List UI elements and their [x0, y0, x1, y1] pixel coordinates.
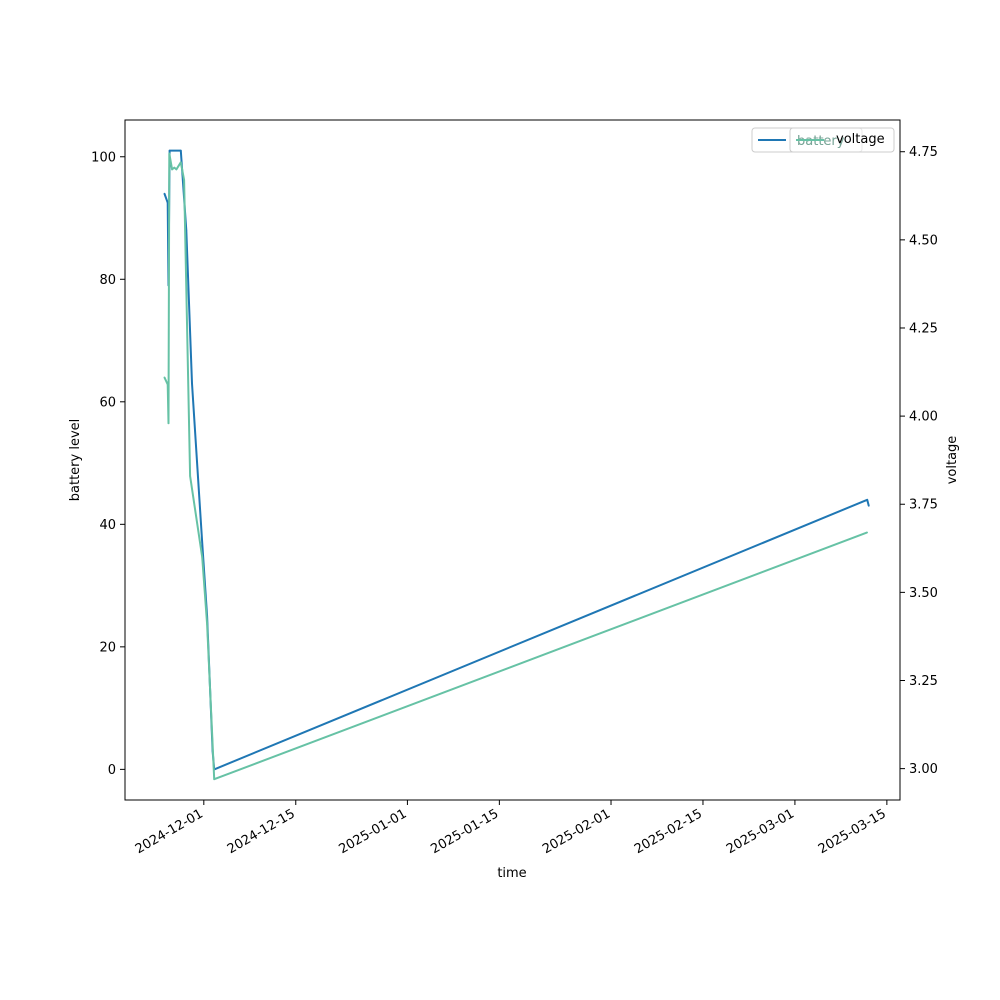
data-point-voltage-9	[189, 475, 191, 477]
data-point-voltage-11	[206, 623, 208, 625]
data-point-voltage-12	[213, 778, 215, 780]
y-right-tick-label: 3.00	[909, 762, 938, 777]
data-point-battery-3	[168, 149, 171, 152]
y-right-tick-label: 4.75	[909, 145, 938, 160]
data-point-battery-0	[163, 192, 166, 195]
plot-frame	[124, 119, 901, 801]
data-point-voltage-2	[167, 422, 170, 425]
plot-area	[125, 120, 900, 800]
data-point-voltage-7	[180, 161, 182, 164]
y-right-tick-label: 4.50	[909, 233, 938, 248]
y-right-tick-label: 3.50	[909, 586, 938, 601]
y-left-tick-label: 80	[99, 273, 116, 288]
legend-right: battery voltage	[789, 127, 895, 153]
data-point-battery-1	[166, 201, 169, 204]
data-point-voltage-8	[183, 179, 185, 181]
y-right-tick-label: 4.25	[909, 321, 938, 336]
data-point-voltage-1	[166, 383, 169, 386]
data-point-voltage-5	[173, 166, 176, 169]
y-left-tick-label: 60	[99, 395, 116, 410]
data-point-voltage-13	[866, 531, 868, 534]
y-right-tick-label: 4.00	[909, 410, 938, 425]
data-point-battery-7	[201, 541, 203, 544]
legend-label-battery-faded: battery	[797, 134, 845, 149]
x-axis-title: time	[497, 866, 526, 881]
data-point-battery-6	[191, 382, 193, 385]
y-right-tick-label: 3.25	[909, 674, 938, 689]
data-point-battery-11	[866, 499, 868, 501]
y-axis-right-title: voltage	[945, 436, 960, 485]
data-point-voltage-10	[201, 556, 203, 558]
y-left-tick-label: 20	[99, 640, 116, 655]
legend-label-voltage: voltage	[836, 132, 885, 147]
data-point-battery-4	[180, 149, 182, 152]
legend-right-box	[789, 127, 895, 153]
data-point-battery-12	[868, 505, 870, 507]
y-axis-left-title: battery level	[68, 419, 83, 502]
y-left-tick-label: 40	[99, 518, 116, 533]
y-right-tick-label: 3.75	[909, 498, 938, 513]
y-left-tick-label: 0	[108, 763, 116, 778]
data-point-voltage-3	[168, 152, 171, 155]
data-point-voltage-0	[163, 376, 166, 379]
series-line-voltage	[163, 152, 868, 781]
data-point-voltage-4	[171, 168, 173, 171]
data-point-voltage-6	[175, 168, 178, 171]
y-left-tick-label: 100	[91, 150, 116, 165]
series-voltage	[163, 152, 868, 781]
series-layer	[163, 149, 870, 781]
